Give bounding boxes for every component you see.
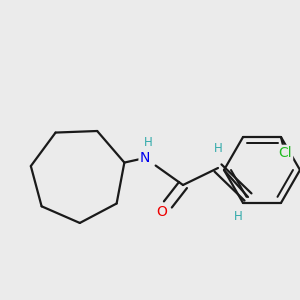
- Text: Cl: Cl: [278, 146, 292, 160]
- Text: N: N: [140, 151, 150, 165]
- Text: H: H: [214, 142, 222, 154]
- Text: H: H: [144, 136, 152, 148]
- Text: O: O: [157, 205, 167, 219]
- Text: H: H: [234, 211, 242, 224]
